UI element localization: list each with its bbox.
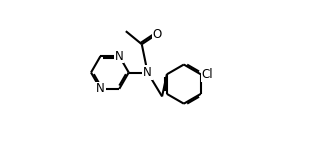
Text: Cl: Cl <box>202 68 213 81</box>
Text: N: N <box>143 66 152 79</box>
Text: O: O <box>152 28 162 41</box>
Text: N: N <box>115 50 124 63</box>
Text: N: N <box>96 82 105 95</box>
